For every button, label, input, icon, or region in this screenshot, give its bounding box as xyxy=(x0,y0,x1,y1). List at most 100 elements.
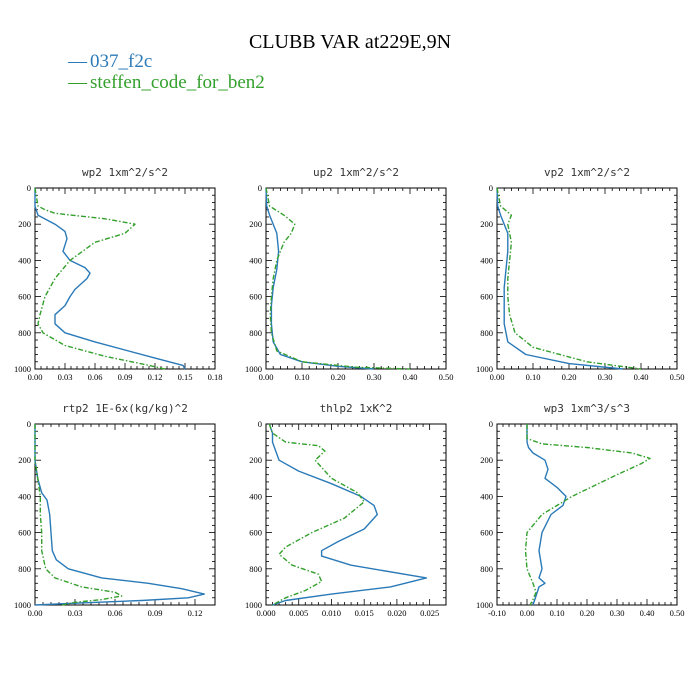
x-tick-label: 0.12 xyxy=(188,608,203,618)
x-tick-label: 0.005 xyxy=(289,608,308,618)
x-tick-label: 0.20 xyxy=(562,372,577,382)
x-tick-label: 0.06 xyxy=(108,608,123,618)
y-tick-label: 0 xyxy=(258,419,262,429)
x-tick-label: 0.03 xyxy=(68,608,83,618)
x-tick-label: 0.06 xyxy=(88,372,103,382)
x-tick-label: 0.015 xyxy=(355,608,374,618)
y-tick-label: 800 xyxy=(249,328,262,338)
x-tick-label: 0.18 xyxy=(208,372,223,382)
y-tick-label: 400 xyxy=(480,491,493,501)
x-tick-label: 0.50 xyxy=(439,372,454,382)
plot-frame xyxy=(265,187,447,370)
panel-title: thlp2 1xK^2 xyxy=(320,402,393,415)
series-line-steffen-code-for-ben2 xyxy=(34,187,166,370)
panel-title: wp2 1xm^2/s^2 xyxy=(82,166,168,179)
y-tick-label: 1000 xyxy=(245,600,262,610)
y-tick-label: 200 xyxy=(249,219,262,229)
chart-panel: wp2 1xm^2/s^2 0.00 0.03 0.06 0.09 0.12 0.15 0.1… xyxy=(14,166,222,382)
panel-grid: wp2 1xm^2/s^2 0.00 0.03 0.06 0.09 0.12 0.15 0.1… xyxy=(14,166,684,618)
x-tick-label: 0.20 xyxy=(331,372,346,382)
x-tick-label: 0.000 xyxy=(256,608,275,618)
plot-frame xyxy=(34,423,216,606)
y-tick-label: 200 xyxy=(18,219,31,229)
chart-panel: up2 1xm^2/s^2 0.00 0.10 0.20 0.30 0.40 0.50 0 20… xyxy=(245,166,453,382)
series-line-037-f2c xyxy=(34,188,186,370)
x-tick-label: 0.30 xyxy=(598,372,613,382)
y-tick-label: 400 xyxy=(18,255,31,265)
y-tick-label: 800 xyxy=(18,564,31,574)
series-line-steffen-code-for-ben2 xyxy=(265,187,411,370)
y-tick-label: 800 xyxy=(480,564,493,574)
y-tick-label: 600 xyxy=(249,292,262,302)
y-tick-label: 400 xyxy=(249,491,262,501)
y-tick-label: 200 xyxy=(18,455,31,465)
plot-frame xyxy=(496,423,678,606)
y-tick-label: 400 xyxy=(249,255,262,265)
x-tick-label: 0.020 xyxy=(387,608,406,618)
x-tick-label: 0.40 xyxy=(634,372,649,382)
chart-panel: thlp2 1xK^2 0.000 0.005 0.010 0.015 0.020 0.02… xyxy=(245,402,447,618)
x-tick-label: 0.00 xyxy=(28,372,43,382)
y-tick-label: 200 xyxy=(480,455,493,465)
legend-marker: — xyxy=(67,72,88,93)
x-tick-label: 0.40 xyxy=(403,372,418,382)
y-tick-label: 1000 xyxy=(245,364,262,374)
y-tick-label: 800 xyxy=(18,328,31,338)
legend-label: 037_f2c xyxy=(90,51,152,72)
x-tick-label: 0.00 xyxy=(520,608,535,618)
x-tick-label: 0.20 xyxy=(580,608,595,618)
chart-panel: wp3 1xm^3/s^3 -0.10 0.00 0.10 0.20 0.30 0.40 0.… xyxy=(476,402,684,618)
panel-title: up2 1xm^2/s^2 xyxy=(313,166,399,179)
legend-entry-037-f2c: — 037_f2c xyxy=(67,51,152,72)
x-tick-label: 0.50 xyxy=(670,372,685,382)
y-tick-label: 0 xyxy=(27,183,31,193)
x-tick-label: 0.40 xyxy=(640,608,655,618)
y-tick-label: 1000 xyxy=(14,364,31,374)
x-tick-label: 0.09 xyxy=(148,608,163,618)
chart-panel: vp2 1xm^2/s^2 0.00 0.10 0.20 0.30 0.40 0.50 0 20… xyxy=(476,166,684,382)
x-tick-label: 0.00 xyxy=(259,372,274,382)
series-line-037-f2c xyxy=(268,423,428,606)
series-line-037-f2c xyxy=(265,187,375,370)
series-line-steffen-code-for-ben2 xyxy=(496,187,642,370)
y-tick-label: 1000 xyxy=(476,364,493,374)
y-tick-label: 1000 xyxy=(476,600,493,610)
series-line-037-f2c xyxy=(496,187,624,370)
x-tick-label: 0.10 xyxy=(550,608,565,618)
x-tick-label: 0.00 xyxy=(490,372,505,382)
panel-title: rtp2 1E-6x(kg/kg)^2 xyxy=(62,402,188,415)
x-tick-label: 0.00 xyxy=(28,608,43,618)
legend-label: steffen_code_for_ben2 xyxy=(90,72,265,93)
y-tick-label: 600 xyxy=(18,292,31,302)
y-tick-label: 600 xyxy=(18,528,31,538)
y-tick-label: 600 xyxy=(480,292,493,302)
x-tick-label: 0.09 xyxy=(118,372,133,382)
series-line-steffen-code-for-ben2 xyxy=(34,424,123,606)
series-line-steffen-code-for-ben2 xyxy=(524,424,651,606)
y-tick-label: 0 xyxy=(489,183,493,193)
y-tick-label: 600 xyxy=(480,528,493,538)
panel-title: vp2 1xm^2/s^2 xyxy=(544,166,630,179)
plot-frame xyxy=(496,187,678,370)
legend-entry-steffen-code-for-ben2: — steffen_code_for_ben2 xyxy=(67,72,265,93)
series-line-037-f2c xyxy=(34,424,206,606)
series-line-steffen-code-for-ben2 xyxy=(268,423,365,606)
x-tick-label: 0.15 xyxy=(178,372,193,382)
x-tick-label: -0.10 xyxy=(488,608,506,618)
plot-frame xyxy=(265,423,447,606)
x-tick-label: 0.10 xyxy=(295,372,310,382)
y-tick-label: 600 xyxy=(249,528,262,538)
x-tick-label: 0.03 xyxy=(58,372,73,382)
y-tick-label: 0 xyxy=(258,183,262,193)
x-tick-label: 0.30 xyxy=(610,608,625,618)
x-tick-label: 0.12 xyxy=(148,372,163,382)
plot-frame xyxy=(34,187,216,370)
series-line-037-f2c xyxy=(526,424,567,606)
y-tick-label: 200 xyxy=(480,219,493,229)
y-tick-label: 0 xyxy=(489,419,493,429)
x-tick-label: 0.025 xyxy=(420,608,439,618)
legend-marker: — xyxy=(67,51,88,72)
y-tick-label: 800 xyxy=(249,564,262,574)
x-tick-label: 0.30 xyxy=(367,372,382,382)
